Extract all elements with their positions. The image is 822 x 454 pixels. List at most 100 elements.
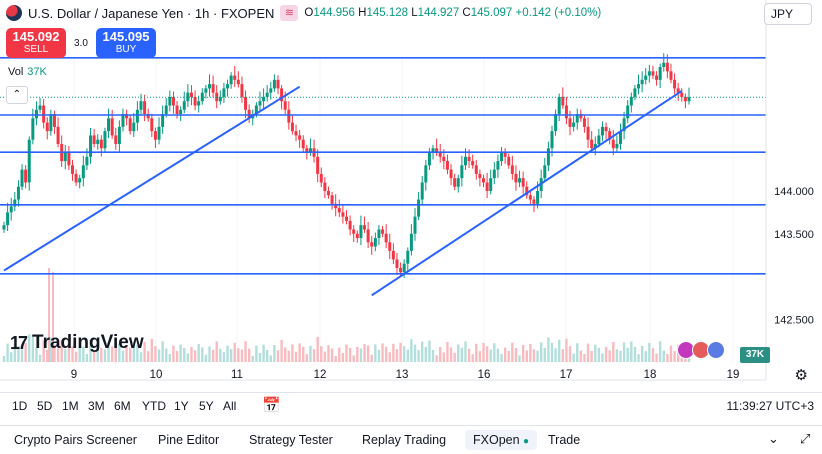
chart-area[interactable]: 145.558144.889144.454143.839143.032145.0… bbox=[0, 0, 822, 390]
gear-icon[interactable]: ⚙ bbox=[794, 367, 808, 384]
volume-bar bbox=[410, 339, 413, 362]
volume-bar bbox=[157, 349, 161, 362]
volume-bar bbox=[594, 344, 597, 362]
candle-body bbox=[42, 105, 46, 123]
candle-body bbox=[229, 75, 233, 85]
volume-bar bbox=[38, 354, 42, 362]
volume-bar bbox=[24, 343, 27, 362]
candle-body bbox=[92, 135, 96, 144]
candle-body bbox=[575, 114, 579, 123]
maximize-icon[interactable]: ⤢ bbox=[800, 431, 811, 446]
timeframe-3m[interactable]: 3M bbox=[88, 399, 105, 413]
sell-button[interactable]: 145.092 SELL bbox=[6, 28, 66, 58]
volume-legend[interactable]: Vol 37K bbox=[8, 66, 47, 78]
volume-bar bbox=[518, 355, 521, 362]
symbol-title[interactable]: U.S. Dollar / Japanese Yen · 1h · FXOPEN bbox=[28, 5, 275, 21]
candle-body bbox=[518, 178, 522, 183]
volume-bar bbox=[165, 348, 168, 362]
timeframe-6m[interactable]: 6M bbox=[114, 399, 131, 413]
volume-bar bbox=[46, 349, 49, 362]
candle-body bbox=[157, 126, 161, 140]
candle-body bbox=[586, 126, 590, 140]
volume-bar bbox=[128, 347, 132, 362]
ohlc-values: O144.956 H145.128 L144.927 C145.097 +0.1… bbox=[304, 7, 602, 19]
candle-body bbox=[579, 114, 583, 119]
volume-bar bbox=[82, 346, 85, 362]
tab-pine-editor[interactable]: Pine Editor bbox=[158, 433, 220, 447]
volume-bar bbox=[604, 347, 608, 362]
volume-bar bbox=[615, 349, 619, 362]
candle-body bbox=[568, 118, 572, 127]
tab-replay-trading[interactable]: Replay Trading bbox=[362, 433, 447, 447]
volume-bar bbox=[640, 345, 644, 362]
tab-trade[interactable]: Trade bbox=[548, 433, 581, 447]
tab-fxopen[interactable]: FXOpen ● bbox=[465, 430, 538, 450]
volume-bar bbox=[388, 352, 391, 362]
brand-name: TradingView bbox=[32, 332, 144, 353]
volume-bar bbox=[320, 346, 323, 362]
candle-body bbox=[554, 114, 558, 132]
chevron-down-icon[interactable]: ⌄ bbox=[768, 431, 779, 446]
candle-body bbox=[366, 229, 370, 243]
tab-crypto-pairs-screener[interactable]: Crypto Pairs Screener bbox=[14, 433, 137, 447]
currency-select[interactable]: JPY bbox=[764, 3, 812, 25]
candle-body bbox=[74, 173, 78, 183]
timeframe-1m[interactable]: 1M bbox=[62, 399, 79, 413]
volume-bar bbox=[197, 344, 200, 362]
volume-bar bbox=[446, 342, 449, 362]
event-icon[interactable] bbox=[707, 341, 725, 359]
timeframe-ytd[interactable]: YTD bbox=[142, 399, 166, 413]
candle-body bbox=[655, 75, 659, 80]
buy-button[interactable]: 145.095 BUY bbox=[96, 28, 156, 58]
candle-body bbox=[561, 96, 565, 106]
volume-bar bbox=[226, 345, 229, 362]
candle-body bbox=[27, 139, 31, 183]
candle-body bbox=[572, 122, 576, 127]
volume-bar bbox=[132, 341, 135, 362]
volume-bar bbox=[96, 344, 99, 362]
candle-body bbox=[9, 206, 13, 213]
tab-strategy-tester[interactable]: Strategy Tester bbox=[249, 433, 333, 447]
candle-body bbox=[409, 233, 413, 251]
candle-body bbox=[179, 109, 183, 115]
volume-bar bbox=[154, 346, 157, 362]
price-chart[interactable]: 145.558144.889144.454143.839143.032145.0… bbox=[0, 0, 822, 390]
calendar-icon[interactable]: 📅 bbox=[262, 397, 281, 414]
candle-body bbox=[640, 79, 644, 85]
collapse-icon[interactable]: ⌃ bbox=[6, 86, 28, 104]
economic-events[interactable] bbox=[677, 341, 725, 359]
candle-body bbox=[125, 114, 129, 119]
volume-bar bbox=[485, 346, 489, 362]
candle-body bbox=[200, 92, 204, 102]
volume-bar bbox=[359, 348, 363, 362]
volume-bar bbox=[521, 345, 525, 362]
timeframe-5d[interactable]: 5D bbox=[37, 399, 53, 413]
timeframe-1y[interactable]: 1Y bbox=[174, 399, 189, 413]
wave-icon[interactable]: ≋ bbox=[280, 5, 299, 21]
candle-body bbox=[85, 156, 89, 166]
timeframe-all[interactable]: All bbox=[223, 399, 237, 413]
symbol-header[interactable]: U.S. Dollar / Japanese Yen · 1h · FXOPEN… bbox=[6, 5, 601, 21]
volume-bar bbox=[637, 354, 640, 362]
candle-body bbox=[615, 143, 619, 149]
timeframe-5y[interactable]: 5Y bbox=[199, 399, 214, 413]
clock[interactable]: 11:39:27 UTC+3 bbox=[726, 399, 815, 413]
timeframe-1d[interactable]: 1D bbox=[12, 399, 28, 413]
volume-bar bbox=[305, 354, 309, 362]
volume-bar bbox=[464, 341, 467, 362]
volume-bar bbox=[64, 349, 67, 362]
time-tick-label: 9 bbox=[71, 369, 77, 381]
candle-body bbox=[197, 101, 201, 106]
candle-body bbox=[496, 161, 500, 170]
candle-body bbox=[417, 199, 421, 217]
candle-body bbox=[164, 105, 168, 115]
candle-body bbox=[308, 148, 312, 153]
candle-body bbox=[265, 92, 269, 97]
candle-body bbox=[629, 96, 633, 106]
volume-bar bbox=[193, 350, 197, 362]
time-tick-label: 17 bbox=[560, 369, 573, 381]
candle-body bbox=[49, 114, 53, 132]
volume-bar bbox=[341, 353, 345, 362]
volume-bar bbox=[74, 351, 78, 362]
candle-body bbox=[146, 114, 150, 119]
